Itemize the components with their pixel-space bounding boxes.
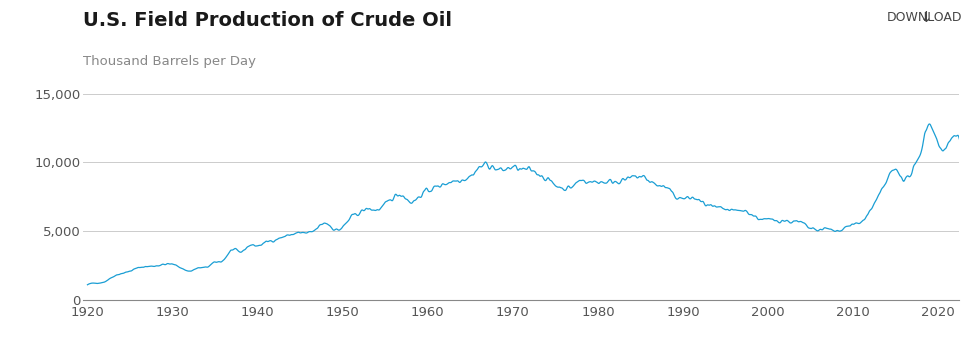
Text: Thousand Barrels per Day: Thousand Barrels per Day <box>83 55 256 68</box>
Text: DOWNLOAD: DOWNLOAD <box>886 11 961 24</box>
Text: ↓: ↓ <box>919 10 932 25</box>
Text: U.S. Field Production of Crude Oil: U.S. Field Production of Crude Oil <box>83 11 452 30</box>
